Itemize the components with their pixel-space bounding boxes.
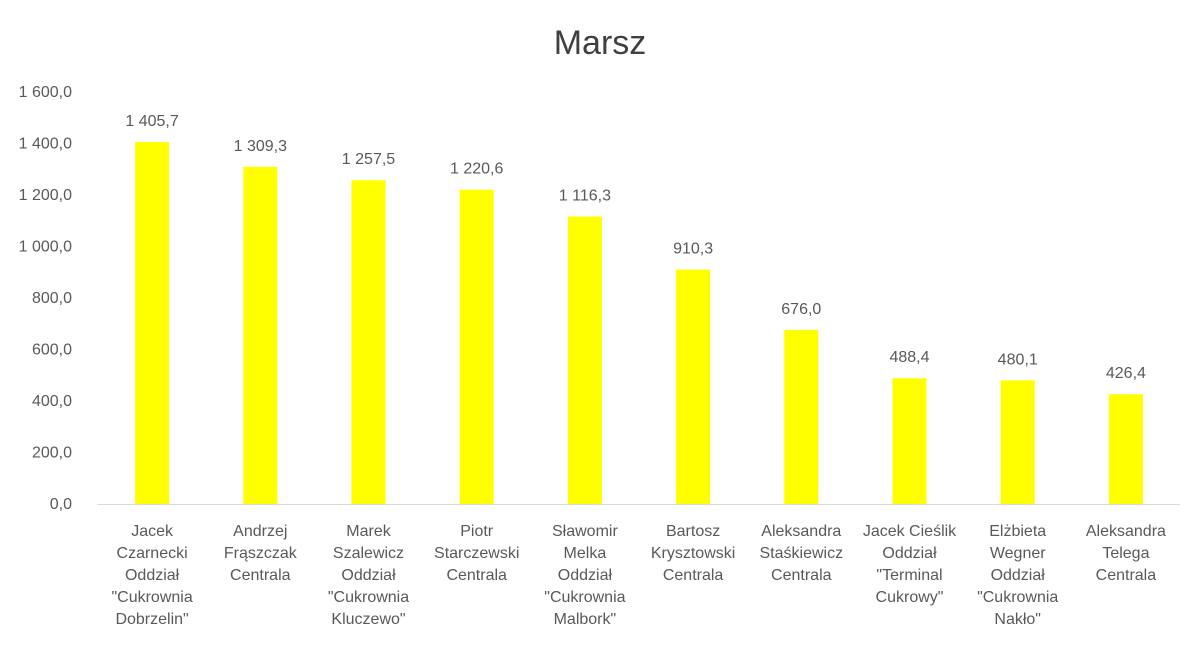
data-label: 910,3 [673,241,713,258]
x-tick-label-line: Bartosz [666,523,720,540]
x-tick-label-line: Andrzej [233,523,287,540]
x-tick-label: Marek Szalewicz Oddział "Cukrownia Kluczewo" [328,523,409,628]
x-tick-label-line: Sławomir [552,523,618,540]
x-tick-label: Aleksandra Telega Centrala [1086,523,1166,584]
data-label: 676,0 [781,301,821,318]
x-tick-label-line: Centrala [230,567,291,584]
x-tick-label-line: Kluczewo" [331,611,405,628]
x-tick-label-line: Aleksandra [1086,523,1166,540]
chart-title: Marsz [554,24,647,62]
x-tick-label: Andrzej Frąszczak Centrala [224,523,298,584]
x-tick-label: Elżbieta Wegner Oddział "Cukrownia Nakło" [977,523,1058,628]
y-axis: 0,0 200,0 400,0 600,0 800,0 1 000,0 1 200,0 1 4… [19,84,72,513]
y-tick-label: 800,0 [32,290,72,307]
x-tick-label: Aleksandra Staśkiewicz Centrala [760,523,844,584]
data-labels-group: 1 405,7 1 309,3 1 257,5 1 220,6 1 116,3 910,3… [125,113,1146,382]
y-tick-label: 1 000,0 [19,239,72,256]
x-tick-label-line: Telega [1102,545,1149,562]
x-tick-label-line: Aleksandra [761,523,841,540]
bar [243,166,278,504]
x-tick-label-line: "Cukrownia [111,589,192,606]
bar [567,216,602,505]
x-tick-label-line: Szalewicz [333,545,404,562]
x-tick-label-line: Oddział [341,567,396,584]
x-tick-label-line: Starczewski [434,545,519,562]
bar [676,269,711,504]
x-tick-label-line: Dobrzelin" [115,611,188,628]
bar [892,378,927,504]
x-tick-label-line: Elżbieta [989,523,1046,540]
x-tick-label-line: Jacek [131,523,174,540]
y-tick-label: 0,0 [50,496,72,513]
x-tick-label-line: Oddział [991,567,1046,584]
x-tick-label-line: Cukrowy" [876,589,944,606]
data-label: 1 405,7 [125,113,178,130]
y-tick-label: 1 200,0 [19,187,72,204]
x-tick-label-line: Oddział [882,545,937,562]
data-label: 1 309,3 [234,138,287,155]
x-tick-label: Bartosz Krysztowski Centrala [651,523,735,584]
x-tick-label-line: Oddział [125,567,180,584]
data-label: 1 257,5 [342,151,395,168]
x-tick-label-line: Wegner [990,545,1046,562]
x-tick-label-line: Centrala [446,567,507,584]
bar [1108,394,1143,504]
x-tick-label-line: Centrala [663,567,724,584]
x-tick-label-line: Piotr [460,523,494,540]
x-tick-label-line: "Cukrownia [977,589,1058,606]
x-tick-label-line: Centrala [1096,567,1157,584]
data-label: 1 116,3 [559,188,611,205]
x-tick-label: Piotr Starczewski Centrala [434,523,519,584]
x-tick-label-line: Malbork" [554,611,617,628]
x-tick-label: Jacek Czarnecki Oddział "Cukrownia Dobrzelin… [111,523,192,628]
bar [351,180,386,504]
x-tick-label-line: Melka [564,545,607,562]
x-tick-label-line: Czarnecki [117,545,188,562]
x-tick-label-line: Centrala [771,567,832,584]
bars-group [135,142,1143,505]
x-tick-label-line: Oddział [558,567,613,584]
x-tick-label-line: "Cukrownia [544,589,625,606]
x-tick-label-line: "Terminal [876,567,942,584]
x-tick-label-line: Nakło" [994,611,1041,628]
y-tick-label: 1 600,0 [19,84,72,101]
y-tick-label: 200,0 [32,445,72,462]
x-tick-label: Sławomir Melka Oddział "Cukrownia Malbork" [544,523,625,628]
bar [784,329,819,504]
data-label: 1 220,6 [450,161,503,178]
x-tick-label: Jacek Cieślik Oddział "Terminal Cukrowy" [863,523,957,606]
x-tick-label-line: Krysztowski [651,545,735,562]
x-axis: Jacek Czarnecki Oddział "Cukrownia Dobrzelin… [98,504,1180,628]
y-tick-label: 600,0 [32,342,72,359]
x-tick-label-line: Jacek Cieślik [863,523,957,540]
x-tick-label-line: "Cukrownia [328,589,409,606]
y-tick-label: 1 400,0 [19,136,72,153]
bar [459,189,494,504]
x-tick-label-line: Marek [346,523,391,540]
data-label: 480,1 [998,351,1038,368]
bar [135,142,170,504]
x-tick-label-line: Frąszczak [224,545,298,562]
bar [1000,380,1035,504]
y-tick-label: 400,0 [32,393,72,410]
x-tick-label-line: Staśkiewicz [760,545,844,562]
data-label: 488,4 [889,349,929,366]
data-label: 426,4 [1106,365,1146,382]
